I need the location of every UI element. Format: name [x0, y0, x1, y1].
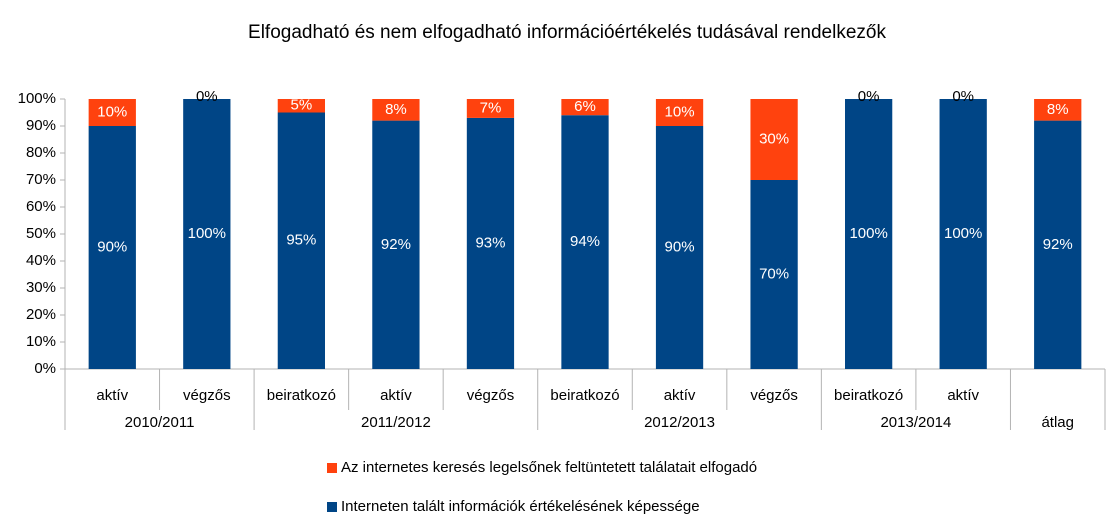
bar-segment	[466, 117, 515, 370]
value-label: 8%	[385, 101, 407, 118]
x-tick-label: végzős	[183, 387, 231, 404]
group-label: átlag	[1041, 414, 1074, 431]
value-label: 93%	[475, 234, 505, 251]
legend-label: Interneten talált információk értékelésé…	[341, 498, 700, 515]
y-tick-label: 60%	[26, 198, 56, 215]
bar-segment	[561, 99, 609, 116]
value-label: 0%	[858, 88, 880, 105]
x-tick-label: aktív	[947, 387, 979, 404]
bar-segment	[845, 99, 893, 369]
y-tick-label: 0%	[34, 360, 56, 377]
y-tick-label: 30%	[26, 279, 56, 296]
y-tick-label: 10%	[26, 333, 56, 350]
value-label: 6%	[574, 98, 596, 115]
value-label: 94%	[570, 233, 600, 250]
value-label: 8%	[1047, 101, 1069, 118]
bar-segment	[750, 180, 798, 369]
bar-segment	[655, 126, 704, 369]
value-label: 90%	[665, 238, 695, 255]
value-label: 95%	[286, 232, 316, 249]
group-label: 2011/2012	[361, 414, 431, 431]
value-label: 30%	[759, 130, 789, 147]
bar-segment	[277, 112, 325, 369]
value-label: 100%	[188, 225, 226, 242]
value-label: 70%	[759, 265, 789, 282]
y-tick-label: 100%	[18, 90, 56, 107]
group-label: 2013/2014	[880, 414, 951, 431]
group-label: 2010/2011	[125, 414, 195, 431]
x-tick-label: aktív	[380, 387, 412, 404]
legend-swatch	[327, 463, 337, 473]
x-tick-label: beiratkozó	[834, 387, 903, 404]
bar-segment	[466, 99, 515, 118]
value-label: 92%	[1043, 236, 1073, 253]
x-tick-label: végzős	[750, 387, 798, 404]
bar-segment	[183, 99, 231, 369]
legend-label: Az internetes keresés legelsőnek feltünt…	[341, 459, 757, 476]
bar-segment	[655, 99, 704, 126]
bar-segment	[372, 99, 420, 121]
bar-segment	[1034, 99, 1082, 121]
value-label: 0%	[952, 88, 974, 105]
y-tick-label: 20%	[26, 306, 56, 323]
value-label: 10%	[97, 103, 127, 120]
legend-swatch	[327, 502, 337, 512]
bar-segment	[277, 99, 325, 113]
y-tick-label: 80%	[26, 144, 56, 161]
value-label: 5%	[291, 97, 313, 114]
y-tick-label: 40%	[26, 252, 56, 269]
value-label: 90%	[97, 238, 127, 255]
value-label: 100%	[944, 225, 982, 242]
x-tick-label: aktív	[664, 387, 696, 404]
value-label: 0%	[196, 88, 218, 105]
value-label: 10%	[665, 103, 695, 120]
x-tick-label: beiratkozó	[550, 387, 619, 404]
bar-segment	[1034, 120, 1082, 369]
bar-segment	[750, 99, 798, 180]
bar-segment	[939, 99, 987, 369]
y-tick-label: 70%	[26, 171, 56, 188]
value-label: 7%	[480, 99, 502, 116]
bar-segment	[88, 99, 136, 126]
value-label: 100%	[849, 225, 887, 242]
chart-title: Elfogadható és nem elfogadható informáci…	[248, 22, 886, 43]
bar-segment	[372, 120, 420, 369]
x-tick-label: beiratkozó	[267, 387, 336, 404]
value-label: 92%	[381, 236, 411, 253]
bar-segment	[561, 115, 609, 369]
group-label: 2012/2013	[644, 414, 715, 431]
y-tick-label: 50%	[26, 225, 56, 242]
bar-segment	[88, 126, 136, 369]
y-tick-label: 90%	[26, 117, 56, 134]
x-tick-label: aktív	[96, 387, 128, 404]
x-tick-label: végzős	[467, 387, 515, 404]
